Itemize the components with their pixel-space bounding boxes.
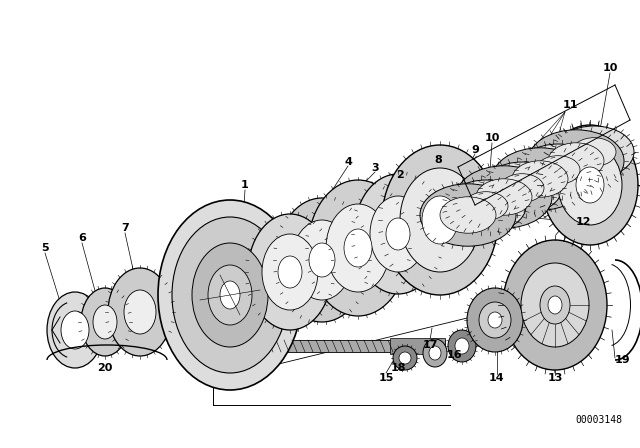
Text: 8: 8 bbox=[434, 155, 442, 165]
Ellipse shape bbox=[370, 196, 426, 272]
Ellipse shape bbox=[536, 156, 580, 184]
Text: 12: 12 bbox=[575, 217, 591, 227]
Ellipse shape bbox=[429, 346, 441, 360]
Ellipse shape bbox=[479, 302, 511, 338]
Ellipse shape bbox=[482, 162, 562, 214]
Ellipse shape bbox=[61, 311, 89, 349]
Ellipse shape bbox=[448, 330, 476, 362]
Ellipse shape bbox=[423, 339, 447, 367]
Ellipse shape bbox=[399, 352, 411, 364]
Text: 1: 1 bbox=[241, 180, 249, 190]
Ellipse shape bbox=[500, 174, 544, 202]
Ellipse shape bbox=[309, 243, 335, 277]
Ellipse shape bbox=[456, 166, 552, 228]
Text: 10: 10 bbox=[602, 63, 618, 73]
Ellipse shape bbox=[518, 144, 598, 196]
Ellipse shape bbox=[308, 180, 408, 316]
Ellipse shape bbox=[528, 130, 624, 192]
Ellipse shape bbox=[422, 196, 458, 244]
Ellipse shape bbox=[548, 296, 562, 314]
Ellipse shape bbox=[220, 281, 240, 309]
Ellipse shape bbox=[192, 243, 268, 347]
Ellipse shape bbox=[521, 263, 589, 347]
Text: 4: 4 bbox=[344, 157, 352, 167]
Text: 16: 16 bbox=[447, 350, 463, 360]
Ellipse shape bbox=[440, 197, 496, 233]
Ellipse shape bbox=[47, 292, 103, 368]
Ellipse shape bbox=[262, 234, 318, 310]
Text: 20: 20 bbox=[97, 363, 113, 373]
Ellipse shape bbox=[248, 214, 332, 330]
Ellipse shape bbox=[492, 148, 588, 210]
Ellipse shape bbox=[393, 346, 417, 370]
Bar bbox=[215, 340, 445, 352]
Ellipse shape bbox=[172, 217, 288, 373]
Text: 2: 2 bbox=[396, 170, 404, 180]
Text: 18: 18 bbox=[390, 363, 406, 373]
Ellipse shape bbox=[354, 174, 442, 294]
Ellipse shape bbox=[558, 145, 622, 225]
Ellipse shape bbox=[503, 240, 607, 370]
Ellipse shape bbox=[326, 204, 390, 292]
Text: 13: 13 bbox=[547, 373, 563, 383]
Ellipse shape bbox=[548, 143, 604, 179]
Text: 11: 11 bbox=[563, 100, 578, 110]
Text: 10: 10 bbox=[484, 133, 500, 143]
Ellipse shape bbox=[476, 179, 532, 215]
Text: 7: 7 bbox=[121, 223, 129, 233]
Ellipse shape bbox=[386, 218, 410, 250]
Ellipse shape bbox=[124, 290, 156, 334]
Text: 9: 9 bbox=[471, 145, 479, 155]
Ellipse shape bbox=[93, 305, 117, 339]
Bar bbox=[390, 338, 445, 354]
Ellipse shape bbox=[420, 184, 516, 246]
Text: 00003148: 00003148 bbox=[575, 415, 622, 425]
Ellipse shape bbox=[344, 229, 372, 267]
Text: 5: 5 bbox=[41, 243, 49, 253]
Ellipse shape bbox=[382, 145, 498, 295]
Ellipse shape bbox=[464, 192, 508, 220]
Ellipse shape bbox=[158, 200, 302, 390]
Ellipse shape bbox=[446, 180, 526, 232]
Ellipse shape bbox=[467, 288, 523, 352]
Ellipse shape bbox=[292, 220, 352, 300]
Text: 19: 19 bbox=[614, 355, 630, 365]
Ellipse shape bbox=[540, 286, 570, 324]
Text: 3: 3 bbox=[371, 163, 379, 173]
Ellipse shape bbox=[108, 268, 172, 356]
Ellipse shape bbox=[276, 198, 368, 322]
Ellipse shape bbox=[488, 312, 502, 328]
Ellipse shape bbox=[576, 167, 604, 203]
Text: 15: 15 bbox=[378, 373, 394, 383]
Ellipse shape bbox=[208, 265, 252, 325]
Text: 17: 17 bbox=[422, 340, 438, 350]
Ellipse shape bbox=[554, 126, 634, 178]
Ellipse shape bbox=[455, 338, 469, 354]
Ellipse shape bbox=[542, 125, 638, 245]
Ellipse shape bbox=[512, 161, 568, 197]
Ellipse shape bbox=[572, 138, 616, 166]
Ellipse shape bbox=[400, 168, 480, 272]
Text: 14: 14 bbox=[489, 373, 505, 383]
Ellipse shape bbox=[278, 256, 302, 288]
Text: 6: 6 bbox=[78, 233, 86, 243]
Ellipse shape bbox=[81, 288, 129, 356]
